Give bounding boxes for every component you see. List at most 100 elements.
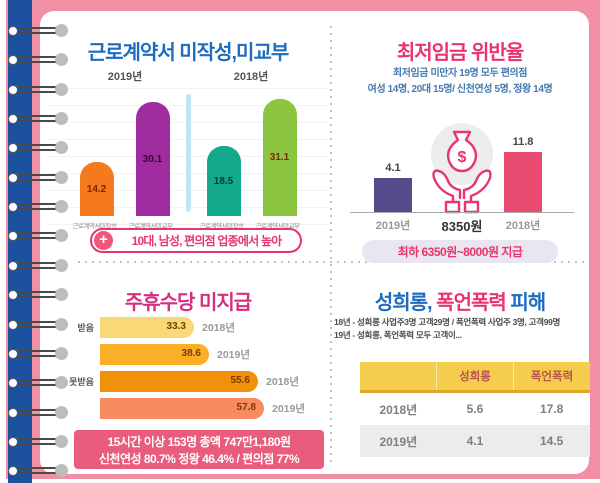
banner-line-2: 신천연성 80.7% 정왕 46.4% / 편의점 77% — [98, 452, 300, 467]
hbar-value: 38.6 — [181, 347, 201, 359]
ring-wire — [17, 32, 59, 34]
table-header-cell — [360, 362, 436, 390]
ring-endcap-icon — [55, 112, 68, 126]
ring-wire — [17, 173, 59, 176]
subtitle-line-1: 최저임금 미만자 19명 모두 편의점 — [392, 68, 528, 79]
ring-endcap-icon — [55, 82, 68, 96]
spiral-ring-icon — [8, 346, 68, 361]
ring-endcap-icon — [55, 229, 68, 243]
ring-wire — [17, 291, 59, 294]
wage-amount-label: 8350원 — [441, 219, 483, 234]
table-header-cell: 폭언폭력 — [513, 362, 590, 390]
bar-column: 31.1 근로계약서미교부 — [255, 99, 305, 230]
subtitle-line-1: 18년 - 성희롱 사업주3명 고객29명 / 폭언폭력 사업주 3명, 고객9… — [334, 317, 561, 327]
ring-knob-icon — [8, 202, 18, 213]
spiral-ring-icon — [8, 200, 68, 214]
ring-endcap-icon — [55, 405, 68, 419]
panel-title: 주휴수당 미지급 — [124, 292, 252, 314]
ring-wire — [17, 144, 59, 147]
banner-line-1: 15시간 이상 153명 총액 747만1,180원 — [107, 435, 291, 449]
hbar-value: 33.3 — [166, 320, 186, 332]
spiral-ring-icon — [8, 317, 68, 332]
hbar-year-label: 2019년 — [272, 402, 306, 415]
group-label-2018: 2018년 — [233, 71, 269, 83]
subtitle-line-2: 19년 - 성희롱, 폭언폭력 모두 고객이... — [334, 330, 462, 341]
bar-value: 14.2 — [86, 183, 107, 195]
table-cell: 4.1 — [466, 434, 484, 448]
ring-wire — [17, 354, 59, 357]
spiral-ring-icon — [8, 434, 68, 449]
bar-column: 30.1 근로계약서미교부 — [128, 102, 178, 230]
panel-weekly-allowance: 주휴수당 미지급 받음 33.3 2018년 38.6 2019년 못받음 55.6 2018… — [48, 272, 328, 472]
spiral-ring-icon — [8, 464, 68, 478]
bar-label: 근로계약서미교부 — [128, 223, 173, 230]
bar-value: 11.8 — [512, 136, 534, 148]
wage-range-pill: 최하 6350원~8000원 지급 — [362, 240, 558, 263]
ring-knob-icon — [8, 378, 18, 389]
spiral-ring-icon — [8, 405, 68, 420]
title-part-2: 폭언폭력 — [431, 292, 507, 314]
ring-wire — [17, 413, 59, 416]
ring-wire — [17, 149, 59, 152]
ring-wire — [17, 296, 59, 299]
mw-bar-left: 4.1 — [374, 162, 412, 212]
ring-wire — [17, 208, 59, 211]
group-divider — [185, 94, 191, 212]
ring-wire — [17, 237, 59, 240]
callout-text: 10대, 남성, 편의점 업종에서 높아 — [131, 234, 283, 248]
ring-knob-icon — [8, 348, 18, 359]
ring-endcap-icon — [55, 24, 68, 37]
spiral-ring-icon — [8, 24, 68, 38]
ring-knob-icon — [8, 114, 18, 125]
ring-knob-icon — [8, 290, 18, 301]
ring-knob-icon — [8, 84, 18, 95]
hbar-value: 57.8 — [236, 401, 256, 413]
ring-endcap-icon — [55, 288, 68, 302]
hbar-group-label: 못받음 — [69, 376, 94, 387]
harassment-table: 성희롱 폭언폭력 2018년 5.6 17.8 2019년 4.1 14.5 — [360, 362, 590, 457]
ring-wire — [17, 27, 59, 29]
bar-value: 4.1 — [385, 162, 401, 174]
panel-subtitle: 최저임금 미만자 19명 모두 편의점 여성 14명, 20대 15명/ 신천연… — [332, 66, 588, 98]
hbar-group-label: 받음 — [77, 322, 94, 333]
ring-wire — [17, 384, 59, 387]
table-header-cell: 성희롱 — [436, 362, 513, 390]
hbar-row: 받음 33.3 2018년 — [56, 316, 328, 338]
ring-knob-icon — [8, 407, 18, 418]
ring-endcap-icon — [55, 53, 68, 67]
panel-minimum-wage: 최저임금 위반율 최저임금 미만자 19명 모두 편의점 여성 14명, 20대… — [332, 18, 588, 264]
harassment-table-head: 성희롱 폭언폭력 — [360, 362, 590, 393]
allowance-chart: 받음 33.3 2018년 38.6 2019년 못받음 55.6 2018년 57.8 2019… — [56, 316, 328, 424]
hbar-year-label: 2018년 — [266, 375, 300, 388]
spiral-ring-icon — [8, 229, 68, 243]
hbar-year-label: 2018년 — [202, 321, 236, 334]
ring-wire — [17, 437, 59, 440]
ring-wire — [17, 56, 59, 59]
ring-wire — [17, 232, 59, 235]
x-axis-line — [350, 212, 574, 213]
ring-wire — [17, 349, 59, 352]
bar: 18.5 — [206, 146, 241, 216]
notebook-spine — [8, 0, 32, 483]
money-bag-hands-icon: $ — [420, 118, 504, 214]
ring-endcap-icon — [55, 317, 68, 331]
spiral-ring-icon — [8, 376, 68, 390]
ring-endcap-icon — [55, 376, 68, 390]
summary-banner: 15시간 이상 153명 총액 747만1,180원 신천연성 80.7% 정왕… — [74, 430, 324, 469]
ring-endcap-icon — [55, 170, 68, 184]
spiral-ring-icon — [8, 53, 68, 67]
title-part-1: 성희롱, — [374, 292, 433, 314]
hbar-row: 38.6 2019년 — [56, 343, 328, 365]
ring-endcap-icon — [55, 258, 68, 272]
ring-endcap-icon — [55, 346, 68, 360]
panel-title: 성희롱, 폭언폭력 피해 — [332, 286, 588, 315]
horizontal-dotted-divider — [78, 261, 584, 263]
bar-label: 근로계약서미작성 — [199, 223, 244, 230]
table-row: 2019년 4.1 14.5 — [360, 425, 590, 457]
ring-wire — [17, 442, 59, 445]
svg-text:$: $ — [458, 149, 467, 166]
ring-knob-icon — [8, 143, 18, 154]
bar: 30.1 — [135, 102, 170, 216]
ring-wire — [17, 61, 59, 64]
spiral-ring-icon — [8, 258, 68, 273]
